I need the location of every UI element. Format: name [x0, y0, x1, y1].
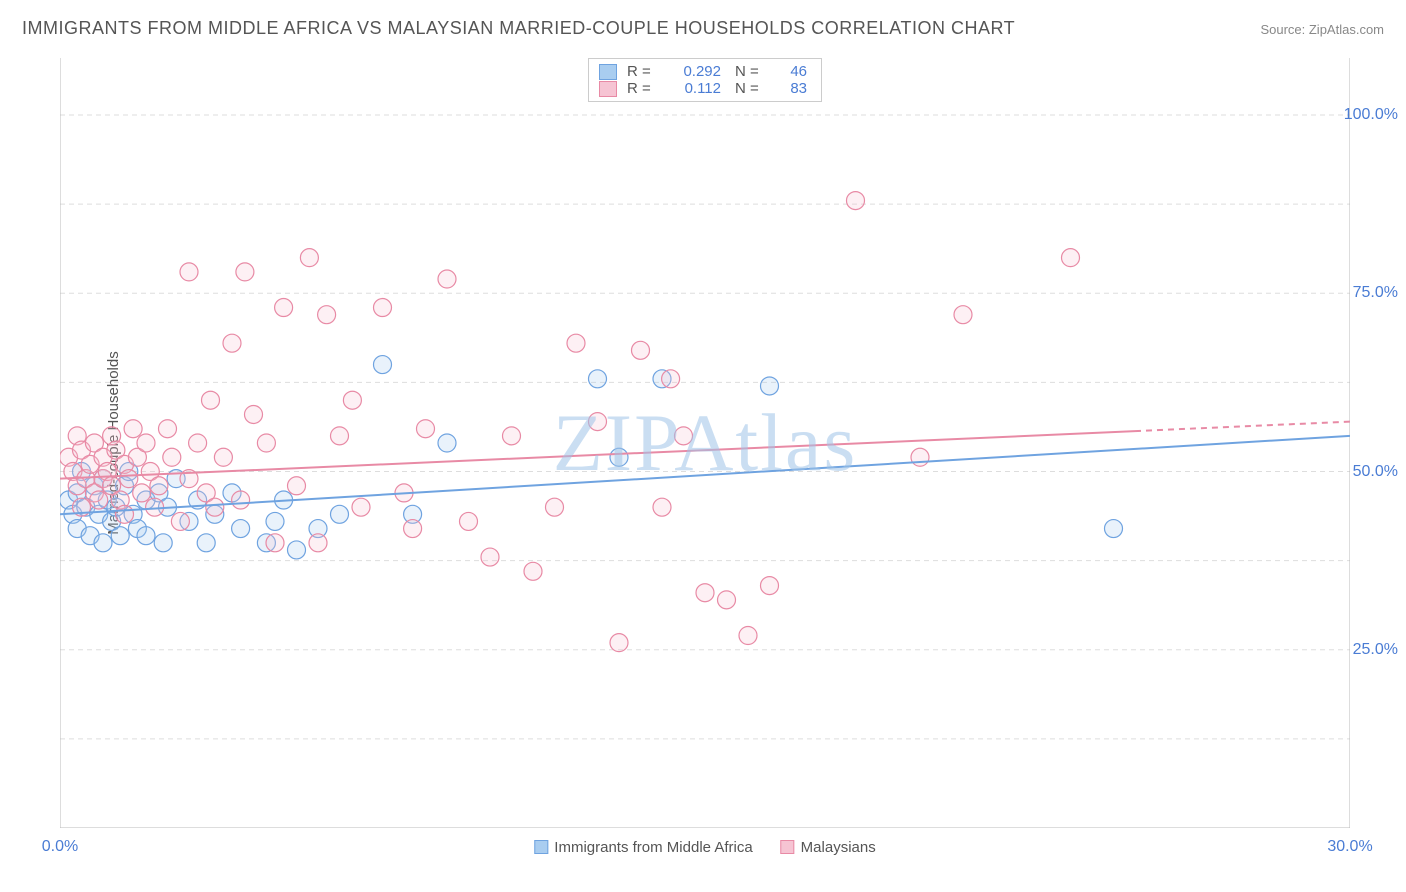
x-tick-label: 30.0%: [1327, 838, 1372, 856]
legend-n-value: 83: [775, 80, 807, 97]
y-tick-label: 75.0%: [1353, 284, 1398, 302]
legend-r-value: 0.292: [661, 63, 721, 80]
scatter-plot: [60, 58, 1350, 828]
y-tick-label: 50.0%: [1353, 463, 1398, 481]
legend-r-label: R =: [627, 80, 661, 97]
x-tick-label: 0.0%: [42, 838, 78, 856]
legend-swatch: [534, 840, 548, 854]
legend-swatch-blue: [599, 64, 617, 80]
y-tick-label: 100.0%: [1344, 106, 1398, 124]
y-tick-label: 25.0%: [1353, 641, 1398, 659]
legend-r-value: 0.112: [661, 80, 721, 97]
chart-title: IMMIGRANTS FROM MIDDLE AFRICA VS MALAYSI…: [22, 18, 1015, 39]
legend-item: Malaysians: [781, 839, 876, 856]
source-attribution: Source: ZipAtlas.com: [1260, 22, 1384, 37]
legend-n-label: N =: [735, 80, 775, 97]
legend-swatch-pink: [599, 81, 617, 97]
legend-r-label: R =: [627, 63, 661, 80]
correlation-legend: R = 0.292 N = 46 R = 0.112 N = 83: [588, 58, 822, 102]
legend-swatch: [781, 840, 795, 854]
series-legend: Immigrants from Middle Africa Malaysians: [534, 839, 875, 856]
legend-n-label: N =: [735, 63, 775, 80]
legend-item: Immigrants from Middle Africa: [534, 839, 752, 856]
legend-row: R = 0.112 N = 83: [599, 80, 807, 97]
legend-n-value: 46: [775, 63, 807, 80]
legend-row: R = 0.292 N = 46: [599, 63, 807, 80]
chart-area: Married-couple Households ZIPAtlas R = 0…: [60, 58, 1350, 828]
